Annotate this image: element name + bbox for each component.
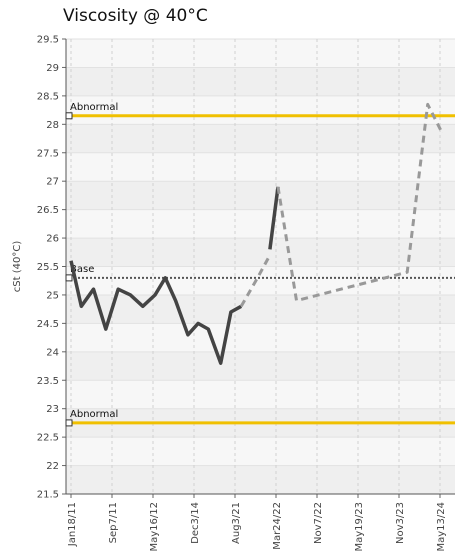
x-tick-label: May19/23 — [354, 502, 365, 552]
reference-marker — [65, 419, 73, 427]
plot-band — [66, 323, 455, 352]
plot-band — [66, 95, 455, 125]
y-tick-label: 28 — [46, 120, 59, 131]
chart-title: Viscosity @ 40°C — [63, 6, 208, 26]
x-tick-labels: Jan18/11 Sep7/11 May16/12 Dec3/14 Aug3/21 Mar… — [67, 502, 447, 552]
y-tick-label: 27.5 — [37, 148, 59, 159]
x-tick-label: Nov7/22 — [313, 502, 324, 544]
y-tick-label: 21.5 — [37, 490, 59, 501]
series-line-solid — [268, 186, 280, 250]
x-tick-label: May16/12 — [149, 502, 160, 552]
y-tick-label: 25 — [46, 290, 59, 301]
reference-marker — [65, 274, 73, 282]
x-tick-label: Sep7/11 — [108, 502, 119, 543]
reference-lines: Abnormal Base Abnormal — [65, 102, 455, 427]
y-tick-label: 26.5 — [37, 205, 59, 216]
plot-band — [66, 152, 455, 182]
y-tick-label: 27 — [46, 177, 59, 188]
y-tick-label: 28.5 — [37, 91, 59, 102]
plot-band — [66, 67, 455, 96]
plot-band — [66, 351, 455, 381]
x-tick-label: May13/24 — [436, 502, 447, 552]
series-line-dashed — [239, 254, 272, 308]
plot-band — [66, 181, 455, 210]
plot-band — [66, 124, 455, 153]
data-series — [69, 102, 444, 365]
y-tick-label: 29 — [46, 63, 59, 74]
plot-band — [66, 380, 455, 409]
x-tick-label: Jan18/11 — [67, 502, 78, 547]
y-tick-label: 22.5 — [37, 433, 59, 444]
plot-band — [66, 437, 455, 466]
y-tick-label: 23 — [46, 404, 59, 415]
reference-label: Abnormal — [70, 102, 118, 113]
plot-background-bands — [66, 39, 455, 494]
y-axis-label: cSt (40°C) — [12, 241, 23, 293]
plot-band — [66, 465, 455, 494]
plot-band — [66, 209, 455, 239]
y-tick-label: 24 — [46, 347, 59, 358]
y-tick-label: 25.5 — [37, 262, 59, 273]
y-tick-label: 29.5 — [37, 35, 59, 46]
plot-band — [66, 238, 455, 267]
x-tick-label: Dec3/14 — [190, 502, 201, 544]
y-tick-labels: 21.5 22 22.5 23 23.5 24 24.5 25 25.5 26 26.5 27 27.5… — [37, 35, 59, 501]
x-tick-label: Aug3/21 — [231, 502, 242, 544]
y-tick-label: 26 — [46, 234, 59, 245]
y-tick-label: 22 — [46, 461, 59, 472]
reference-label: Base — [70, 264, 94, 275]
plot-band — [66, 294, 455, 324]
x-tick-label: Mar24/22 — [272, 502, 283, 550]
y-tick-label: 23.5 — [37, 376, 59, 387]
x-tick-label: Nov3/23 — [395, 502, 406, 544]
series-line-solid — [69, 260, 243, 365]
reference-label: Abnormal — [70, 409, 118, 420]
y-tick-label: 24.5 — [37, 319, 59, 330]
reference-marker — [65, 112, 73, 120]
plot-band — [66, 39, 455, 68]
